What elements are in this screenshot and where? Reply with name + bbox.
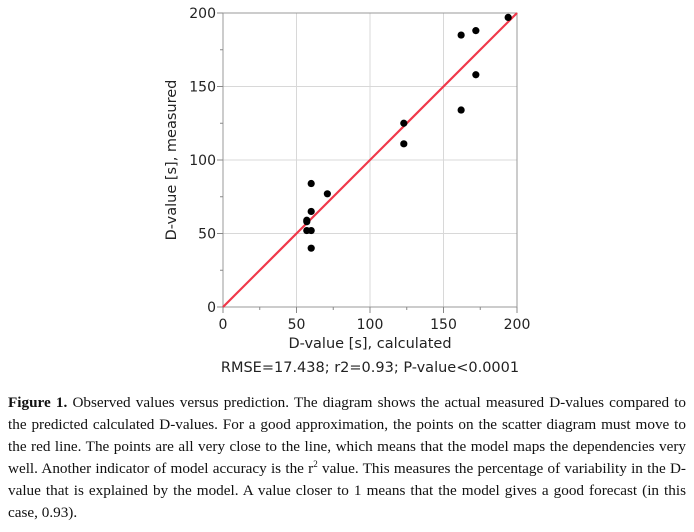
x-tick-label: 200 [504, 317, 531, 333]
data-points [303, 13, 512, 252]
y-tick-label: 150 [189, 80, 216, 96]
y-tick-label: 200 [189, 6, 216, 22]
data-point [307, 244, 315, 252]
data-point [323, 190, 331, 198]
x-tick-label: 50 [288, 317, 306, 333]
y-tick-label: 100 [189, 153, 216, 169]
scatter-chart: 00 50 50 100 100 150 150 200 200 D-value [s], ca… [164, 6, 530, 376]
y-tick-label: 50 [198, 227, 216, 243]
x-axis-label: D-value [s], calculated [288, 336, 451, 352]
data-point [400, 119, 408, 127]
axis-ticks: 00 50 50 100 100 150 150 200 200 [189, 6, 530, 333]
caption-superscript: 2 [313, 458, 318, 469]
x-tick-label: 100 [357, 317, 384, 333]
data-point [457, 31, 465, 39]
data-point [303, 218, 311, 226]
data-point [457, 106, 465, 114]
caption-text: Observed values versus prediction. The d… [8, 394, 687, 477]
reference-line [222, 12, 518, 308]
x-tick-label: 0 [219, 317, 228, 333]
figure-caption: Figure 1. Observed values versus predict… [8, 392, 686, 524]
data-point [472, 27, 480, 35]
data-point [307, 179, 315, 188]
y-axis-label: D-value [s], measured [164, 80, 180, 241]
data-point [472, 71, 480, 79]
data-point [307, 207, 315, 216]
y-tick-label: 0 [207, 300, 216, 316]
data-point [400, 140, 408, 148]
data-point [307, 226, 315, 235]
caption-label: Figure 1. [8, 394, 68, 411]
chart-subtitle: RMSE=17.438; r2=0.93; P-value<0.0001 [221, 360, 519, 376]
x-tick-label: 150 [430, 317, 457, 333]
caption-text-end: value. This measures the percentage of v… [8, 460, 686, 521]
data-point [504, 13, 512, 22]
